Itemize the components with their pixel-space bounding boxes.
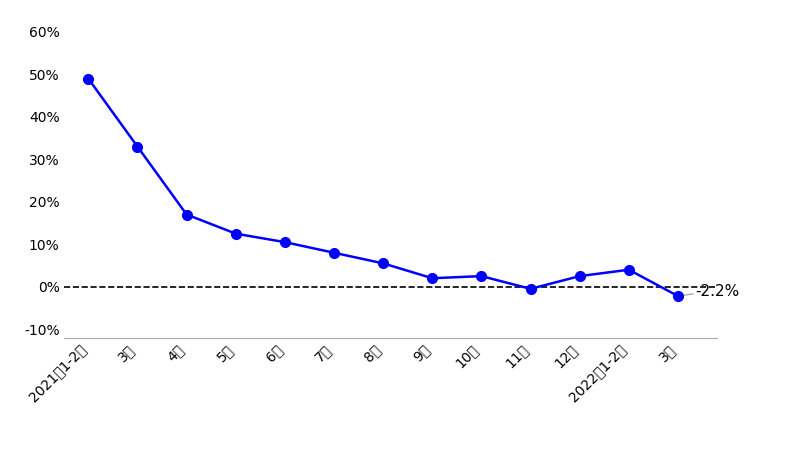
Text: -2.2%: -2.2%	[695, 284, 740, 299]
